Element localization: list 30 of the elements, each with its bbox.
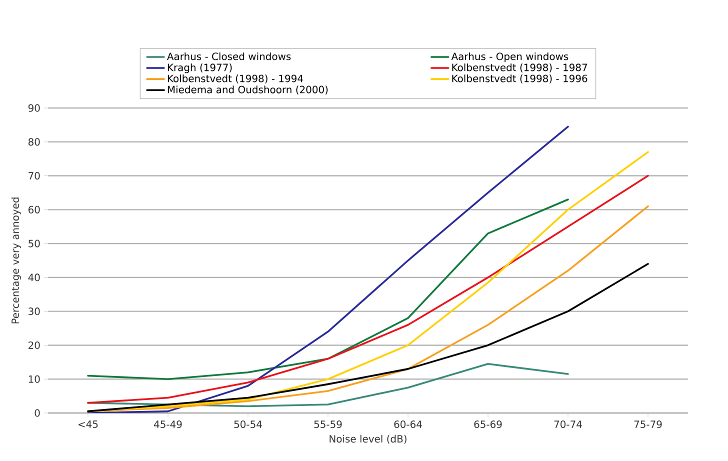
- y-axis-title: Percentage very annoyed: [11, 198, 21, 324]
- x-tick-label: 65-69: [474, 420, 502, 428]
- line-series: [87, 198, 569, 380]
- legend-label: Kolbenstvedt (1998) - 1994: [168, 74, 303, 84]
- legend-label: Miedema and Oudshoorn (2000): [168, 86, 328, 94]
- x-tick-label: 50-54: [234, 420, 262, 428]
- legend-label: Aarhus - Open windows: [451, 52, 568, 62]
- x-tick-label: 70-74: [554, 420, 582, 428]
- y-tick-label: 40: [28, 274, 40, 282]
- x-tick-label: 55-59: [314, 420, 342, 428]
- y-tick-label: 30: [28, 308, 40, 316]
- x-tick-label: 45-49: [154, 420, 182, 428]
- line-series: [87, 126, 569, 413]
- y-tick-label: 90: [28, 104, 40, 112]
- legend-label: Kolbenstvedt (1998) - 1987: [452, 63, 587, 72]
- legend-label: Kragh (1977): [168, 63, 232, 74]
- x-axis-title: Noise level (dB): [330, 434, 406, 444]
- legend-label: Kolbenstvedt (1998) - 1996: [452, 74, 588, 84]
- legend-label: Aarhus - Closed windows: [167, 52, 291, 60]
- line-series: [87, 362, 569, 408]
- y-tick-label: 80: [28, 138, 40, 146]
- x-tick-label: 60-64: [394, 420, 422, 428]
- y-tick-label: 10: [28, 375, 40, 383]
- y-tick-label: 20: [28, 341, 40, 349]
- x-tick-label: <45: [78, 420, 98, 428]
- x-tick-label: 75-79: [634, 420, 662, 428]
- y-tick-label: 50: [28, 240, 40, 248]
- y-tick-label: 0: [34, 409, 40, 417]
- y-tick-label: 60: [28, 206, 40, 214]
- y-tick-label: 70: [28, 172, 40, 180]
